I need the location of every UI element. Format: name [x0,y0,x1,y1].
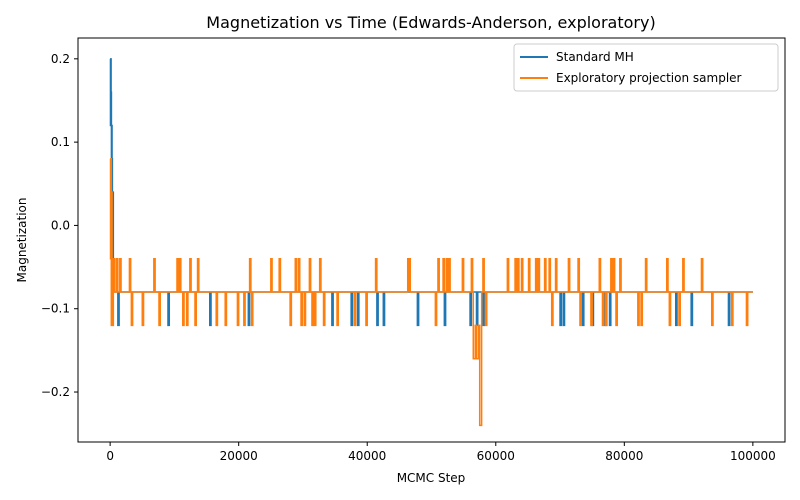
y-tick-label: 0.0 [51,218,70,232]
plot-frame [77,37,786,443]
legend-label-exploratory-sampler: Exploratory projection sampler [556,71,742,85]
legend-label-standard-mh: Standard MH [556,50,634,64]
series-line-standard-mh [109,58,753,327]
legend: Standard MH Exploratory projection sampl… [513,43,779,92]
series-line-exploratory-sampler [109,158,753,427]
plot-series [109,58,753,427]
legend-box [513,43,779,92]
y-tick-label: 0.1 [51,135,70,149]
x-tick-label: 40000 [348,449,386,463]
x-tick-label: 20000 [220,449,258,463]
x-tick-label: 0 [106,449,114,463]
chart-title: Magnetization vs Time (Edwards-Anderson,… [206,13,655,32]
x-tick-label: 80000 [605,449,643,463]
y-tick-label: −0.2 [41,385,70,399]
y-axis-ticks: −0.2 −0.1 0.0 0.1 0.2 [41,52,78,399]
x-axis-label: MCMC Step [397,471,466,485]
x-axis-ticks: 0 20000 40000 60000 80000 100000 [106,442,776,463]
y-axis-label: Magnetization [15,198,29,283]
y-tick-label: 0.2 [51,52,70,66]
x-tick-label: 100000 [730,449,776,463]
x-tick-label: 60000 [477,449,515,463]
y-tick-label: −0.1 [41,302,70,316]
